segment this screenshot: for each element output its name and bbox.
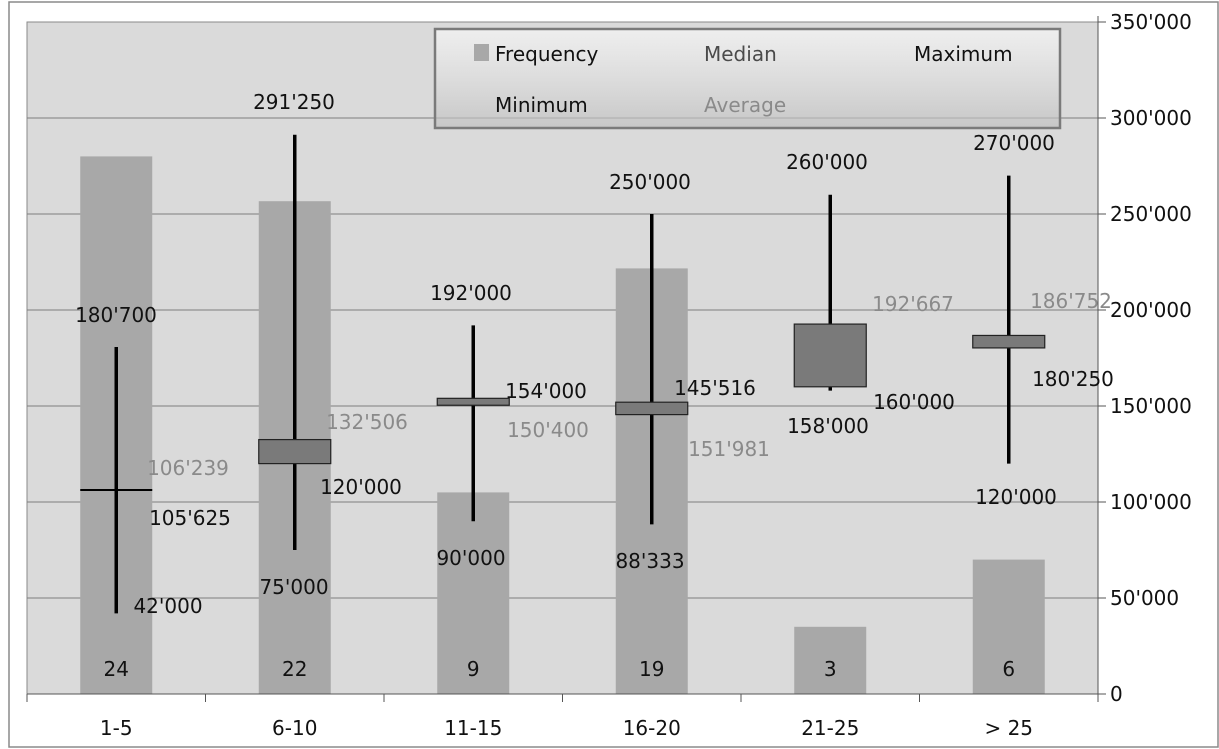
median-label: 120'000 <box>320 475 402 499</box>
median-average-boxes <box>80 323 1046 492</box>
average-label: 192'667 <box>872 292 954 316</box>
maximum-label: 180'700 <box>75 303 157 327</box>
average-label: 132'506 <box>326 410 408 434</box>
legend-box <box>433 27 1062 130</box>
y-tick-label: 0 <box>1110 682 1123 706</box>
x-tick-label: 16-20 <box>623 716 681 740</box>
data-labels: 24 22 9 19 3 6 180'700 291'250 192'000 250'000 260… <box>75 90 1114 681</box>
median-label: 150'400 <box>507 418 589 442</box>
x-tick-label: 11-15 <box>444 716 502 740</box>
maximum-label: 260'000 <box>786 150 868 174</box>
x-tick-label: 1-5 <box>100 716 133 740</box>
minimum-label: 42'000 <box>133 594 202 618</box>
average-label: 186'752 <box>1030 289 1112 313</box>
legend-median: Median <box>704 42 777 66</box>
y-tick-label: 350'000 <box>1110 10 1192 34</box>
x-tick-label: 21-25 <box>801 716 859 740</box>
median-label: 145'516 <box>674 376 756 400</box>
frequency-bar <box>437 492 510 694</box>
median-label: 105'625 <box>149 506 231 530</box>
average-label: 154'000 <box>505 379 587 403</box>
maximum-label: 250'000 <box>609 170 691 194</box>
legend: Frequency Median Maximum Minimum Average <box>433 27 1062 130</box>
average-label: 106'239 <box>147 456 229 480</box>
frequency-label: 9 <box>467 657 480 681</box>
y-tick-label: 250'000 <box>1110 202 1192 226</box>
plot-area <box>26 21 1099 695</box>
median-average-box <box>436 397 510 406</box>
median-average-box <box>615 401 689 416</box>
median-label: 180'250 <box>1032 367 1114 391</box>
frequency-label: 22 <box>282 657 307 681</box>
legend-frequency: Frequency <box>495 42 598 66</box>
grid <box>27 117 1098 599</box>
minimum-label: 90'000 <box>436 546 505 570</box>
y-tick-label: 150'000 <box>1110 394 1192 418</box>
frequency-bar <box>972 559 1045 694</box>
median-label: 160'000 <box>873 390 955 414</box>
minimum-label: 158'000 <box>787 414 869 438</box>
frequency-label: 24 <box>104 657 129 681</box>
y-tick-label: 200'000 <box>1110 298 1192 322</box>
minimum-label: 88'333 <box>615 549 684 573</box>
x-tick-label: > 25 <box>984 716 1033 740</box>
legend-frequency-swatch <box>474 44 489 61</box>
maximum-label: 291'250 <box>253 90 335 114</box>
frequency-label: 19 <box>639 657 664 681</box>
legend-average: Average <box>704 93 786 117</box>
maximum-label: 270'000 <box>973 131 1055 155</box>
frequency-label: 6 <box>1002 657 1015 681</box>
median-average-box <box>972 334 1046 349</box>
frequency-label: 3 <box>824 657 837 681</box>
y-tick-label: 100'000 <box>1110 490 1192 514</box>
maximum-label: 192'000 <box>430 281 512 305</box>
axes: 0 50'000 100'000 150'000 200'000 250'000 300'0… <box>26 10 1192 740</box>
y-tick-label: 300'000 <box>1110 106 1192 130</box>
legend-minimum: Minimum <box>495 93 588 117</box>
minimum-label: 75'000 <box>259 575 328 599</box>
legend-maximum: Maximum <box>914 42 1013 66</box>
median-average-box <box>793 323 867 388</box>
x-tick-label: 6-10 <box>272 716 317 740</box>
minimum-label: 120'000 <box>975 485 1057 509</box>
frequency-bar <box>794 626 867 694</box>
average-label: 151'981 <box>688 437 770 461</box>
median-average-box <box>258 438 332 465</box>
y-tick-label: 50'000 <box>1110 586 1179 610</box>
